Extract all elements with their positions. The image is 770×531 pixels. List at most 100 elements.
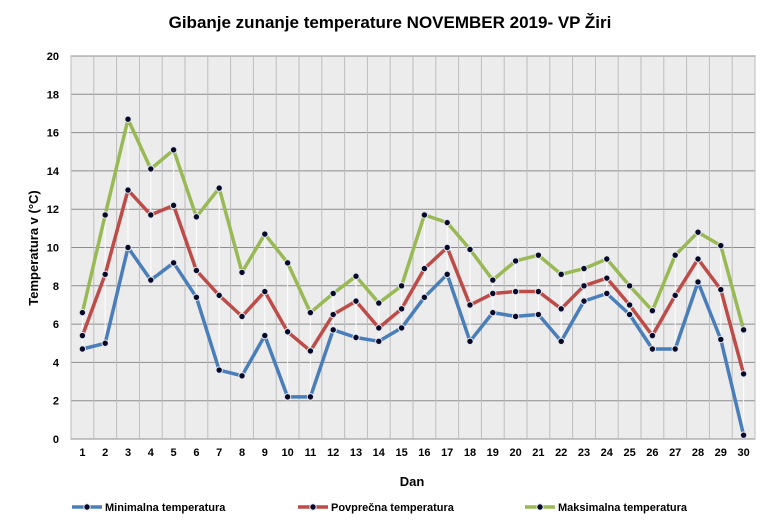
data-point [694,228,702,236]
data-point [101,211,109,219]
data-point [717,241,725,250]
chart-title: Gibanje zunanje temperature NOVEMBER 201… [169,13,612,32]
data-point [192,213,201,221]
data-point [580,297,588,305]
y-tick-label: 20 [47,51,59,63]
x-tick-label: 11 [305,447,317,459]
data-point [511,287,520,296]
legend-entry: Povprečna temperatura [298,502,455,514]
x-tick-label: 21 [532,447,544,459]
data-point [580,282,588,290]
y-tick-label: 12 [47,204,59,216]
x-tick-label: 8 [239,447,245,459]
x-tick-label: 20 [509,447,521,459]
x-tick-label: 12 [327,447,339,459]
y-tick-label: 4 [53,357,60,369]
x-tick-label: 1 [79,447,85,459]
data-point [466,337,474,346]
data-point [329,326,337,334]
x-tick-label: 25 [623,447,635,459]
y-tick-label: 16 [47,128,59,140]
y-tick-labels: 0 2 4 6 8 10 12 14 16 18 20 [47,51,60,446]
legend-label: Minimalna temperatura [105,502,226,514]
data-point [397,305,406,313]
data-point [489,308,497,317]
y-tick-label: 6 [53,319,59,331]
data-point [306,393,315,401]
x-tick-label: 13 [350,447,362,459]
data-point [443,218,451,227]
x-axis-label: Dan [400,474,425,489]
y-tick-label: 18 [47,89,59,101]
x-tick-label: 28 [692,447,704,459]
data-point [739,370,748,378]
data-point [261,287,269,296]
data-point [671,345,679,353]
data-point [625,301,634,309]
data-point [192,266,201,275]
legend-entry: Minimalna temperatura [72,502,226,514]
legend-marker [536,503,544,511]
data-point [261,331,269,340]
x-tick-label: 2 [102,447,108,459]
data-point [534,310,543,319]
legend-label: Povprečna temperatura [331,502,455,514]
y-tick-label: 10 [47,243,59,255]
data-point [375,299,383,307]
y-tick-label: 0 [53,434,59,446]
x-tick-label: 30 [737,447,749,459]
data-point [557,337,565,346]
data-point [397,282,406,290]
x-tick-label: 4 [148,447,155,459]
data-point [78,331,87,340]
data-point [671,291,679,300]
x-tick-label: 6 [193,447,199,459]
gridlines [70,55,756,440]
series-2 [78,186,748,378]
data-point [557,270,565,279]
data-point [306,308,315,317]
data-point [169,259,178,267]
data-point [261,230,269,238]
data-point [466,245,474,254]
data-point [283,328,292,336]
x-tick-label: 16 [418,447,430,459]
data-point [78,308,87,317]
y-axis-label: Temperatura v (°C) [26,190,41,305]
data-point [375,337,383,346]
data-point [101,270,109,279]
x-tick-label: 29 [715,447,727,459]
data-point [397,324,406,332]
data-point [352,272,360,280]
data-point [101,339,109,347]
x-tick-label: 19 [487,447,499,459]
data-point [511,312,520,321]
data-point [375,324,383,332]
data-point [169,146,178,154]
data-point [625,310,634,319]
data-point [283,393,292,401]
x-tick-label: 3 [125,447,131,459]
series-layer [78,115,748,439]
series-1 [78,243,748,439]
data-point [534,251,543,259]
legend-label: Maksimalna temperatura [558,502,688,514]
x-tick-label: 26 [646,447,658,459]
y-tick-label: 8 [53,281,59,293]
data-point [78,345,87,353]
data-point [238,372,246,380]
x-tick-label: 27 [669,447,681,459]
x-tick-label: 18 [464,447,476,459]
data-point [671,251,679,259]
x-tick-label: 9 [262,447,268,459]
data-point [603,274,611,282]
y-tick-label: 2 [53,396,59,408]
x-tick-label: 7 [216,447,222,459]
series-line [80,117,746,331]
data-point [625,282,634,290]
data-point [489,289,497,298]
data-point [215,291,223,300]
data-point [147,276,155,284]
data-point [124,243,132,252]
